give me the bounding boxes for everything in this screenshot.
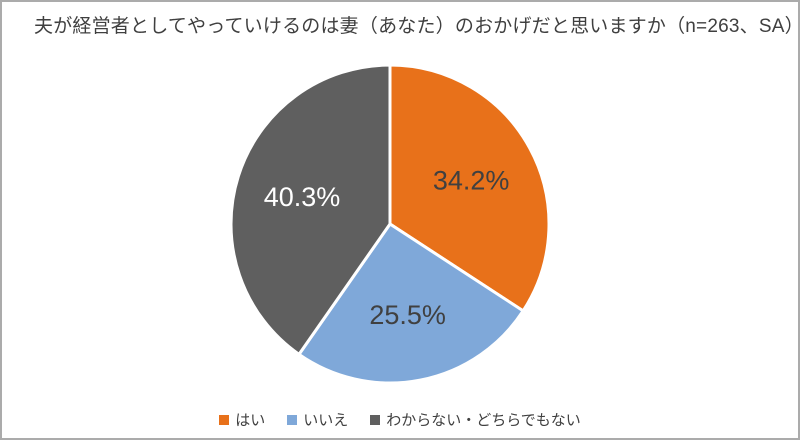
legend-swatch-icon xyxy=(370,414,381,425)
legend-label: いいえ xyxy=(303,412,349,429)
legend-item-2: わからない・どちらでもない xyxy=(370,409,581,430)
legend-swatch-icon xyxy=(219,414,230,425)
slice-value-label-0: 34.2% xyxy=(433,166,510,196)
pie-slice-1 xyxy=(296,221,526,385)
chart-title: 夫が経営者としてやっていけるのは妻（あなた）のおかげだと思いますか（n=263、… xyxy=(34,16,800,37)
pie-slice-2 xyxy=(229,63,392,357)
legend-item-0: はい xyxy=(219,409,265,430)
legend: はい いいえ わからない・どちらでもない xyxy=(2,409,798,430)
slice-value-label-1: 25.5% xyxy=(369,300,446,330)
legend-label: はい xyxy=(235,412,266,429)
legend-label: わからない・どちらでもない xyxy=(386,412,581,429)
legend-item-1: いいえ xyxy=(287,409,348,430)
slice-value-label-2: 40.3% xyxy=(264,182,341,212)
legend-swatch-icon xyxy=(287,414,298,425)
